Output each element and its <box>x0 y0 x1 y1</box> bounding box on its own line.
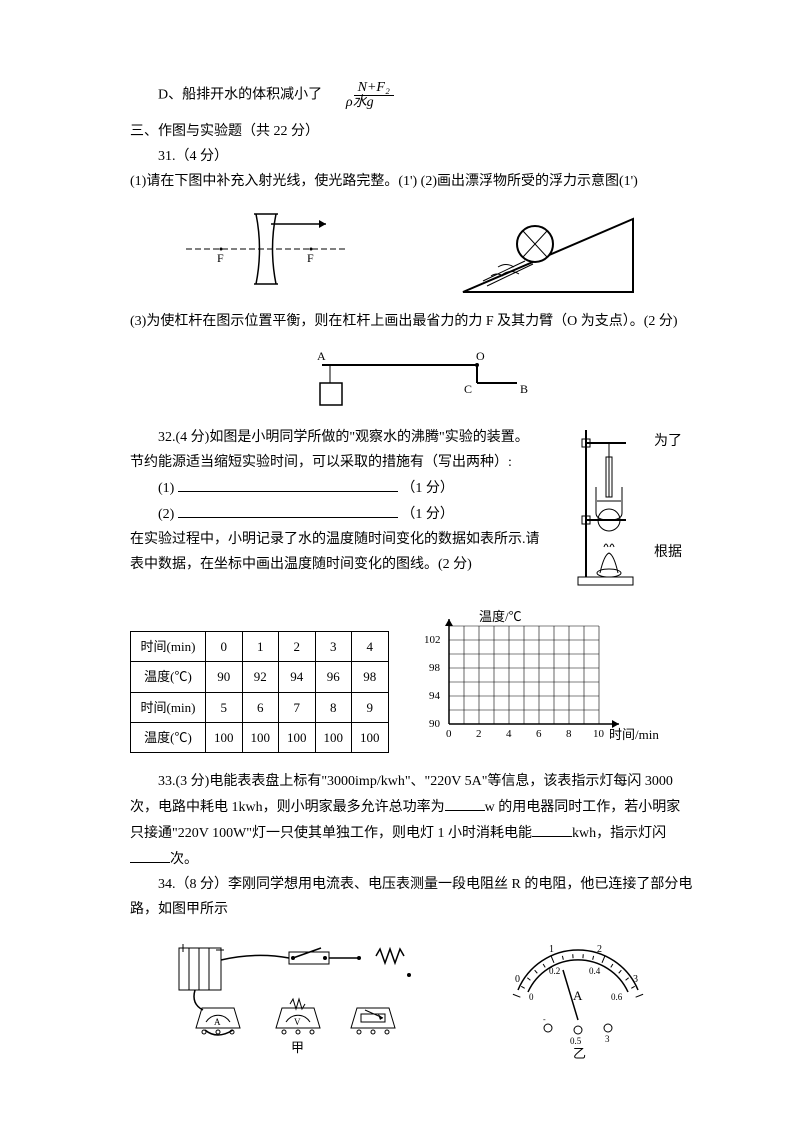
svg-text:0: 0 <box>529 992 534 1002</box>
svg-text:0: 0 <box>515 974 520 985</box>
q32-blank1[interactable] <box>178 475 398 492</box>
svg-text:F: F <box>217 251 224 265</box>
svg-text:F: F <box>307 251 314 265</box>
q33-blank2[interactable] <box>532 820 572 837</box>
q31-p3: (3)为使杠杆在图示位置平衡，则在杠杆上画出最省力的力 F 及其力臂（O 为支点… <box>130 309 694 334</box>
q32-line2b: 表中数据，在坐标中画出温度随时间变化的图线。(2 分) <box>130 552 554 577</box>
q32-blank1-pts: （1 分） <box>401 481 454 496</box>
q33-blank1[interactable] <box>445 794 485 811</box>
svg-text:A: A <box>214 1017 221 1027</box>
svg-text:A: A <box>573 988 583 1003</box>
svg-text:3: 3 <box>605 1034 610 1044</box>
q33-blank3[interactable] <box>130 846 170 863</box>
q32-num: 32.(4 分)如图是小明同学所做的"观察水的沸腾"实验的装置。 <box>158 430 529 445</box>
circuit-diagram: A V 甲 <box>161 930 431 1060</box>
svg-text:2: 2 <box>597 944 602 955</box>
svg-text:10: 10 <box>593 728 605 740</box>
svg-text:0.2: 0.2 <box>549 966 560 976</box>
lens-diagram: F F <box>181 204 351 294</box>
svg-text:2: 2 <box>476 728 482 740</box>
table-graph-row: 时间(min) 0 1 2 3 4 温度(℃) 90 92 94 96 98 时… <box>130 609 694 759</box>
svg-text:时间/min: 时间/min <box>609 727 659 742</box>
fraction: N+F₂ ρ水g <box>326 80 394 111</box>
q32-blank1-label: (1) <box>158 481 174 496</box>
q31-p1: (1)请在下图中补充入射光线，使光路完整。(1') (2)画出漂浮物所受的浮力示… <box>130 169 694 194</box>
frac-top: N+F₂ <box>354 80 394 96</box>
incline-diagram <box>453 204 643 299</box>
q32-side2: 根据 <box>654 540 694 565</box>
option-d-label: D、船排开水的体积减小了 <box>158 88 322 103</box>
data-table: 时间(min) 0 1 2 3 4 温度(℃) 90 92 94 96 98 时… <box>130 631 389 754</box>
svg-text:A: A <box>317 349 326 363</box>
svg-text:0.5: 0.5 <box>570 1036 582 1046</box>
svg-text:O: O <box>476 349 485 363</box>
svg-text:B: B <box>520 382 528 396</box>
q32-blank2-pts: （1 分） <box>401 507 454 522</box>
svg-text:0: 0 <box>446 728 452 740</box>
svg-text:6: 6 <box>536 728 542 740</box>
q31-lever-row: A O C B <box>130 345 694 415</box>
svg-text:-: - <box>543 1015 546 1024</box>
frac-bot: ρ水g <box>342 95 378 110</box>
q32-blank2-label: (2) <box>158 507 174 522</box>
section-3-title: 三、作图与实验题（共 22 分） <box>130 119 694 144</box>
table-row: 时间(min) 5 6 7 8 9 <box>131 692 389 722</box>
option-d: D、船排开水的体积减小了 N+F₂ ρ水g <box>130 80 694 111</box>
q33-text: 33.(3 分)电能表表盘上标有"3000imp/kwh"、"220V 5A"等… <box>130 769 694 872</box>
svg-text:4: 4 <box>506 728 512 740</box>
svg-text:V: V <box>294 1017 301 1027</box>
svg-text:98: 98 <box>429 662 441 674</box>
q32-blank2[interactable] <box>178 501 398 518</box>
svg-text:1: 1 <box>549 944 554 955</box>
q32-side1: 为了 <box>654 429 694 454</box>
q31-diagrams-row1: F F <box>130 204 694 299</box>
q34-text: 34.（8 分）李刚同学想用电流表、电压表测量一段电阻丝 R 的电阻，他已连接了… <box>130 872 694 922</box>
svg-text:甲: 甲 <box>291 1040 304 1055</box>
q31-num: 31.（4 分） <box>130 144 694 169</box>
svg-text:C: C <box>464 382 472 396</box>
ammeter-face-diagram: 0 1 2 3 0 0.2 0.4 0.6 A - 0.5 3 乙 <box>493 930 663 1060</box>
grid-graph: 温度/℃ 时间/min 102 98 94 90 0 2 4 6 8 10 <box>409 609 659 759</box>
table-row: 温度(℃) 100 100 100 100 100 <box>131 722 389 752</box>
svg-text:0.6: 0.6 <box>611 992 623 1002</box>
q32-line1: 节约能源适当缩短实验时间，可以采取的措施有（写出两种）: <box>130 450 554 475</box>
svg-text:3: 3 <box>633 974 638 985</box>
svg-text:102: 102 <box>424 634 441 646</box>
svg-text:0.4: 0.4 <box>589 966 601 976</box>
svg-text:温度/℃: 温度/℃ <box>479 609 522 624</box>
q32-line2a: 在实验过程中，小明记录了水的温度随时间变化的数据如表所示.请 <box>130 527 554 552</box>
svg-text:乙: 乙 <box>573 1046 586 1060</box>
q32-block: 32.(4 分)如图是小明同学所做的"观察水的沸腾"实验的装置。 节约能源适当缩… <box>130 425 694 599</box>
svg-text:8: 8 <box>566 728 572 740</box>
table-row: 温度(℃) 90 92 94 96 98 <box>131 662 389 692</box>
cell-header: 时间(min) <box>131 631 206 661</box>
lever-diagram: A O C B <box>282 345 542 415</box>
table-row: 时间(min) 0 1 2 3 4 <box>131 631 389 661</box>
svg-text:94: 94 <box>429 690 441 702</box>
boiling-apparatus-diagram <box>564 425 649 590</box>
q34-figures: A V 甲 0 1 <box>130 930 694 1060</box>
svg-text:90: 90 <box>429 718 441 730</box>
